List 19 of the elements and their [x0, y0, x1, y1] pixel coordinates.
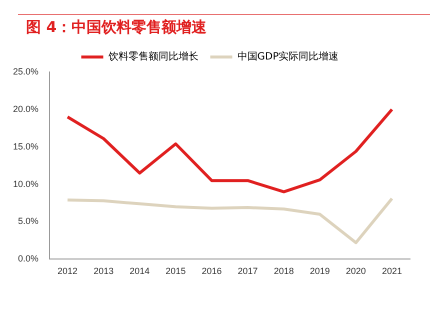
chart-title: 图 4：中国饮料零售额增速 [26, 18, 207, 37]
x-tick-label: 2015 [166, 266, 186, 276]
y-tick-label: 5.0% [18, 216, 39, 226]
x-tick-label: 2012 [58, 266, 78, 276]
x-tick-label: 2013 [94, 266, 114, 276]
y-tick-label: 15.0% [12, 141, 39, 152]
x-tick-label: 2021 [382, 266, 402, 276]
y-tick-label: 20.0% [12, 104, 39, 114]
x-tick-label: 2020 [346, 266, 366, 276]
x-tick-label: 2016 [202, 266, 222, 276]
y-tick-label: 10.0% [12, 178, 39, 189]
x-tick-label: 2018 [274, 266, 294, 276]
x-tick-label: 2014 [130, 266, 150, 276]
y-tick-label: 25.0% [12, 66, 39, 76]
legend-label: 饮料零售额同比增长 [107, 50, 198, 63]
legend-label: 中国GDP实际同比增速 [237, 50, 339, 63]
x-tick-label: 2019 [310, 266, 330, 276]
x-tick-label: 2017 [238, 266, 258, 276]
y-tick-label: 0.0% [18, 254, 39, 264]
